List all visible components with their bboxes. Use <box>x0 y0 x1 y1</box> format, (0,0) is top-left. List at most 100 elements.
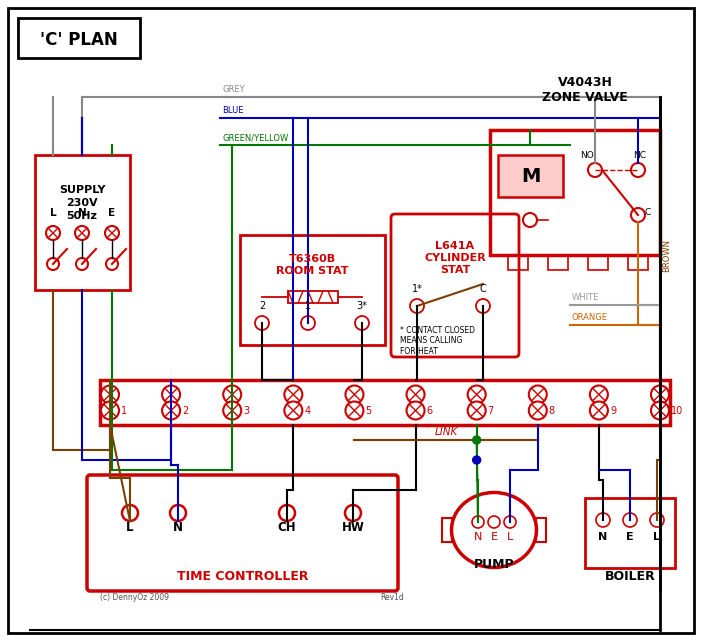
Circle shape <box>468 401 486 419</box>
Circle shape <box>588 163 602 177</box>
Text: * CONTACT CLOSED
MEANS CALLING
FOR HEAT: * CONTACT CLOSED MEANS CALLING FOR HEAT <box>400 326 475 356</box>
Text: E: E <box>491 532 498 542</box>
Text: 10: 10 <box>671 406 683 415</box>
Text: V4043H
ZONE VALVE: V4043H ZONE VALVE <box>542 76 628 104</box>
Bar <box>588 255 608 270</box>
Bar <box>35 155 130 290</box>
Circle shape <box>284 385 303 403</box>
Circle shape <box>345 385 364 403</box>
Circle shape <box>223 385 241 403</box>
Circle shape <box>101 385 119 403</box>
Bar <box>498 155 563 197</box>
Circle shape <box>590 385 608 403</box>
Circle shape <box>47 258 59 270</box>
Circle shape <box>170 505 186 521</box>
Circle shape <box>105 226 119 240</box>
Text: (c) DennyOz 2009: (c) DennyOz 2009 <box>100 593 169 602</box>
Bar <box>288 291 338 303</box>
Text: N: N <box>78 208 86 218</box>
Text: 3: 3 <box>243 406 249 415</box>
Circle shape <box>101 401 119 419</box>
Text: BOILER: BOILER <box>604 570 656 583</box>
Text: N: N <box>474 532 482 542</box>
Circle shape <box>46 226 60 240</box>
Text: 8: 8 <box>549 406 555 415</box>
Text: 5: 5 <box>366 406 371 415</box>
Circle shape <box>631 163 645 177</box>
Bar <box>240 235 385 345</box>
Circle shape <box>345 401 364 419</box>
Text: L641A
CYLINDER
STAT: L641A CYLINDER STAT <box>424 240 486 276</box>
Circle shape <box>488 516 500 528</box>
Text: PUMP: PUMP <box>474 558 515 571</box>
Text: N: N <box>598 532 608 542</box>
Text: BLUE: BLUE <box>222 106 244 115</box>
Bar <box>536 518 546 542</box>
Circle shape <box>590 401 608 419</box>
Circle shape <box>162 385 180 403</box>
Bar <box>628 255 648 270</box>
Text: ORANGE: ORANGE <box>572 313 608 322</box>
Text: 6: 6 <box>427 406 432 415</box>
Circle shape <box>76 258 88 270</box>
Bar <box>508 255 528 270</box>
Text: GREY: GREY <box>222 85 244 94</box>
Text: C: C <box>645 208 651 217</box>
Text: 2: 2 <box>182 406 188 415</box>
Text: L: L <box>50 208 56 218</box>
Circle shape <box>631 208 645 222</box>
Circle shape <box>162 401 180 419</box>
Circle shape <box>529 401 547 419</box>
Bar <box>100 380 670 425</box>
Bar <box>585 498 675 568</box>
Circle shape <box>355 316 369 330</box>
Text: N: N <box>173 521 183 534</box>
Text: 4: 4 <box>305 406 310 415</box>
Text: L: L <box>654 532 661 542</box>
Circle shape <box>279 505 295 521</box>
Text: BROWN: BROWN <box>662 238 671 272</box>
Circle shape <box>106 258 118 270</box>
Bar <box>442 518 452 542</box>
Text: GREEN/YELLOW: GREEN/YELLOW <box>222 133 289 142</box>
Text: L: L <box>507 532 513 542</box>
Text: T6360B
ROOM STAT: T6360B ROOM STAT <box>277 254 349 276</box>
Circle shape <box>406 401 425 419</box>
Text: 7: 7 <box>488 406 494 415</box>
Circle shape <box>122 505 138 521</box>
Circle shape <box>223 401 241 419</box>
Text: 3*: 3* <box>357 301 367 311</box>
Circle shape <box>529 385 547 403</box>
Circle shape <box>345 505 361 521</box>
Circle shape <box>596 513 610 527</box>
Circle shape <box>504 516 516 528</box>
Text: E: E <box>108 208 116 218</box>
Text: TIME CONTROLLER: TIME CONTROLLER <box>177 569 308 583</box>
Circle shape <box>523 213 537 227</box>
Text: HW: HW <box>342 521 364 534</box>
Circle shape <box>406 385 425 403</box>
Circle shape <box>468 385 486 403</box>
Text: NO: NO <box>580 151 594 160</box>
Circle shape <box>651 401 669 419</box>
Text: NC: NC <box>633 151 647 160</box>
Text: 1: 1 <box>305 301 311 311</box>
Text: 'C' PLAN: 'C' PLAN <box>40 31 118 49</box>
Circle shape <box>476 299 490 313</box>
Circle shape <box>472 516 484 528</box>
Text: CH: CH <box>278 521 296 534</box>
Text: 1*: 1* <box>411 284 423 294</box>
Circle shape <box>255 316 269 330</box>
Bar <box>490 130 660 255</box>
Text: Rev1d: Rev1d <box>380 593 404 602</box>
Text: WHITE: WHITE <box>572 293 600 302</box>
Text: 9: 9 <box>610 406 616 415</box>
Text: M: M <box>521 167 540 185</box>
Text: 1: 1 <box>121 406 127 415</box>
Circle shape <box>472 436 481 444</box>
Text: SUPPLY
230V
50Hz: SUPPLY 230V 50Hz <box>59 185 105 221</box>
Text: C: C <box>479 284 486 294</box>
Text: 2: 2 <box>259 301 265 311</box>
Bar <box>548 255 568 270</box>
Text: E: E <box>626 532 634 542</box>
